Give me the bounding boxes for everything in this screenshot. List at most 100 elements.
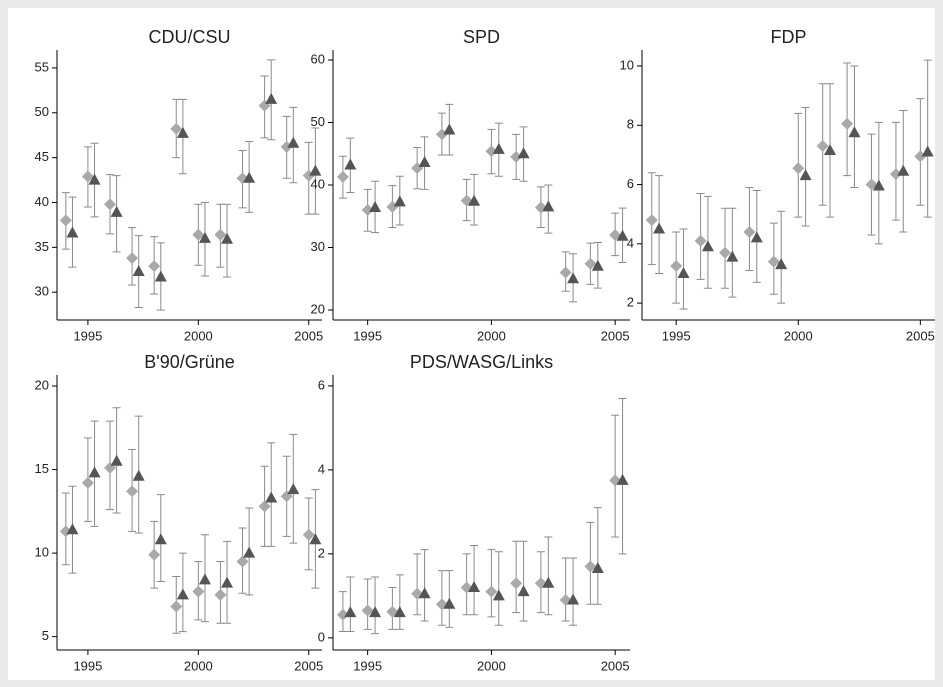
diamond-marker xyxy=(148,548,161,561)
diamond-marker xyxy=(361,604,374,617)
triangle-marker xyxy=(750,231,763,243)
y-tick-label: 0 xyxy=(318,629,325,644)
triangle-marker xyxy=(443,123,456,135)
triangle-marker xyxy=(897,164,910,176)
diamond-marker xyxy=(59,525,72,538)
triangle-marker xyxy=(443,597,456,609)
y-tick-label: 6 xyxy=(627,176,634,191)
error-bar xyxy=(487,549,496,618)
y-tick-label: 55 xyxy=(35,59,49,74)
triangle-marker xyxy=(468,194,481,206)
diamond-marker xyxy=(170,122,183,135)
triangle-marker xyxy=(88,173,101,185)
diamond-marker xyxy=(510,577,523,590)
triangle-marker xyxy=(393,606,406,618)
diamond-marker xyxy=(767,255,780,268)
diamond-marker xyxy=(126,252,139,265)
triangle-marker xyxy=(653,222,666,234)
diamond-marker xyxy=(743,225,756,238)
error-bar xyxy=(420,549,429,622)
diamond-marker xyxy=(719,246,732,259)
x-tick-label: 2005 xyxy=(294,658,323,673)
x-tick-label: 2000 xyxy=(477,658,506,673)
triangle-marker xyxy=(66,523,79,535)
error-bar xyxy=(363,578,372,630)
y-tick-label: 30 xyxy=(35,284,49,299)
diamond-marker xyxy=(694,234,707,247)
triangle-marker xyxy=(616,229,629,241)
panel-title: FDP xyxy=(771,27,807,47)
error-bar xyxy=(512,540,521,614)
error-bar xyxy=(923,59,932,218)
triangle-marker xyxy=(726,250,739,262)
x-tick-label: 2005 xyxy=(906,328,935,343)
triangle-marker xyxy=(567,272,580,284)
triangle-marker xyxy=(492,142,505,154)
triangle-marker xyxy=(567,593,580,605)
x-tick-label: 1995 xyxy=(73,658,102,673)
x-tick-label: 2000 xyxy=(784,328,813,343)
triangle-marker xyxy=(542,200,555,212)
error-bar xyxy=(413,553,422,616)
x-tick-label: 2000 xyxy=(184,658,213,673)
panel-title: SPD xyxy=(463,27,500,47)
triangle-marker xyxy=(265,92,278,104)
diamond-marker xyxy=(170,600,183,613)
triangle-marker xyxy=(265,491,278,503)
triangle-marker xyxy=(517,585,530,597)
error-bar xyxy=(371,576,380,635)
triangle-marker xyxy=(775,258,788,270)
diamond-marker xyxy=(645,214,658,227)
triangle-marker xyxy=(132,469,145,481)
y-tick-label: 40 xyxy=(311,176,325,191)
triangle-marker xyxy=(517,147,530,159)
diamond-marker xyxy=(841,117,854,130)
triangle-marker xyxy=(66,226,79,238)
diamond-marker xyxy=(258,500,271,513)
diamond-marker xyxy=(792,162,805,175)
y-tick-label: 35 xyxy=(35,239,49,254)
y-tick-label: 4 xyxy=(318,461,325,476)
triangle-marker xyxy=(848,126,861,138)
y-tick-label: 45 xyxy=(35,149,49,164)
triangle-marker xyxy=(154,533,167,545)
diamond-marker xyxy=(126,485,139,498)
triangle-marker xyxy=(677,266,690,278)
panel-title: CDU/CSU xyxy=(148,27,230,47)
y-tick-label: 2 xyxy=(318,545,325,560)
error-bar xyxy=(470,544,479,616)
x-tick-label: 2000 xyxy=(184,328,213,343)
error-bar xyxy=(777,210,786,304)
diamond-marker xyxy=(336,170,349,183)
diamond-marker xyxy=(192,228,205,241)
diamond-marker xyxy=(816,140,829,153)
y-tick-label: 10 xyxy=(35,545,49,560)
x-tick-label: 1995 xyxy=(353,328,382,343)
y-tick-label: 50 xyxy=(311,114,325,129)
diamond-marker xyxy=(148,260,161,273)
diamond-marker xyxy=(559,266,572,279)
error-bar xyxy=(395,574,404,630)
x-tick-label: 2005 xyxy=(294,328,323,343)
diamond-marker xyxy=(236,555,249,568)
diamond-marker xyxy=(302,528,315,541)
triangle-marker xyxy=(154,270,167,282)
error-bar xyxy=(544,536,553,616)
diamond-marker xyxy=(214,588,227,601)
triangle-marker xyxy=(176,126,189,138)
y-tick-label: 8 xyxy=(627,117,634,132)
error-bar xyxy=(346,576,355,633)
error-bar xyxy=(561,557,570,622)
triangle-marker xyxy=(287,483,300,495)
y-tick-label: 30 xyxy=(311,239,325,254)
triangle-marker xyxy=(88,466,101,478)
x-tick-label: 1995 xyxy=(662,328,691,343)
x-tick-label: 2000 xyxy=(477,328,506,343)
diamond-marker xyxy=(361,204,374,216)
diamond-marker xyxy=(485,145,498,158)
diamond-marker xyxy=(584,257,597,270)
triangle-marker xyxy=(872,179,885,191)
y-tick-label: 10 xyxy=(620,57,634,72)
triangle-marker xyxy=(591,259,604,271)
